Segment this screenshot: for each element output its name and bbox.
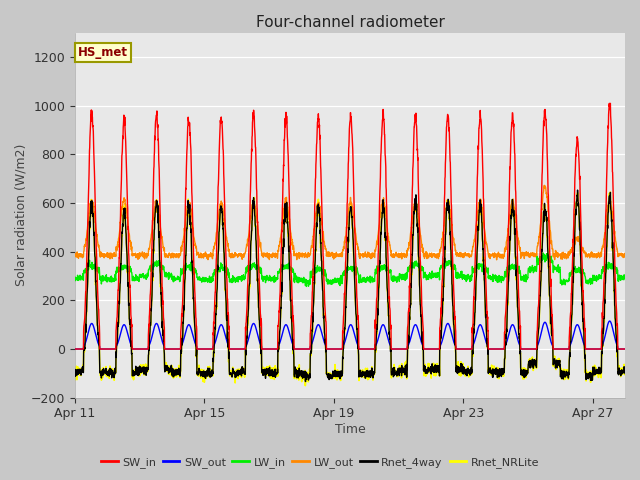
Title: Four-channel radiometer: Four-channel radiometer (255, 15, 444, 30)
Y-axis label: Solar radiation (W/m2): Solar radiation (W/m2) (15, 144, 28, 286)
X-axis label: Time: Time (335, 423, 365, 436)
Legend: SW_in, SW_out, LW_in, LW_out, Rnet_4way, Rnet_NRLite: SW_in, SW_out, LW_in, LW_out, Rnet_4way,… (97, 452, 543, 472)
Text: HS_met: HS_met (77, 46, 127, 60)
